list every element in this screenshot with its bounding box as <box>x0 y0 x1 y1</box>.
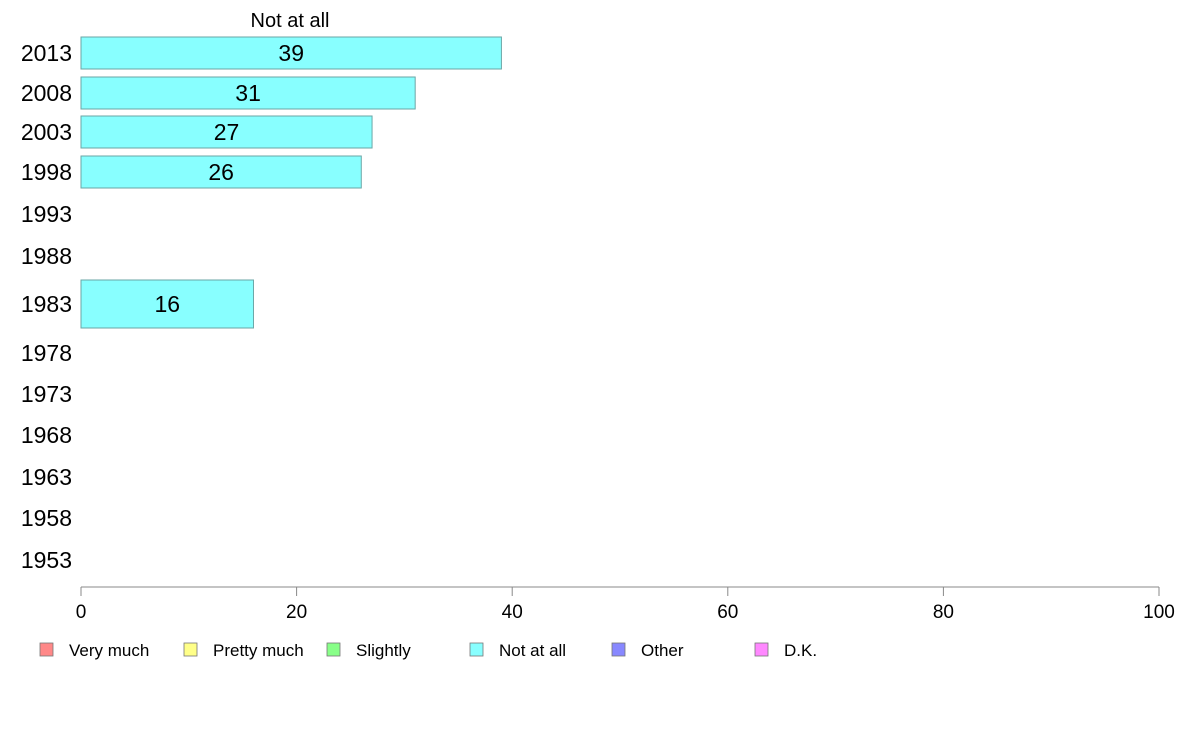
x-tick-label-20: 20 <box>286 602 307 623</box>
bar-2008 <box>80 76 416 110</box>
year-label-1973: 1973 <box>21 381 72 407</box>
bar-1998 <box>80 155 362 189</box>
year-label-1953: 1953 <box>21 547 72 573</box>
legend-swatch-not-at-all <box>469 642 484 657</box>
year-label-1978: 1978 <box>21 340 72 366</box>
year-label-1968: 1968 <box>21 422 72 448</box>
legend-swatch-very-much <box>39 642 54 657</box>
x-tick-label-0: 0 <box>76 602 87 623</box>
bars: 39 31 27 26 16 <box>80 36 502 329</box>
bar-2003 <box>80 115 373 149</box>
legend-swatch-d-k <box>754 642 769 657</box>
x-tick-label-60: 60 <box>717 602 738 623</box>
year-label-1998: 1998 <box>21 159 72 185</box>
year-labels: 2013 2008 2003 1998 1993 1988 1983 1978 1973 1968… <box>21 40 72 573</box>
year-label-2008: 2008 <box>21 80 72 106</box>
legend-label-slightly: Slightly <box>356 641 411 660</box>
year-label-1963: 1963 <box>21 464 72 490</box>
year-label-1988: 1988 <box>21 243 72 269</box>
year-label-1983: 1983 <box>21 291 72 317</box>
legend-label-pretty-much: Pretty much <box>213 641 304 660</box>
bar-label-2003: 27 <box>214 119 240 145</box>
legend-label-d-k: D.K. <box>784 641 817 660</box>
year-label-2013: 2013 <box>21 40 72 66</box>
legend-label-not-at-all: Not at all <box>499 641 566 660</box>
bar-label-2013: 39 <box>278 40 304 66</box>
x-tick-label-40: 40 <box>502 602 523 623</box>
chart-title: Not at all <box>251 10 330 32</box>
bar-1983 <box>80 279 254 329</box>
bar-2013 <box>80 36 502 70</box>
year-label-2003: 2003 <box>21 119 72 145</box>
legend-swatch-other <box>611 642 626 657</box>
legend: Very much Pretty much Slightly Not at all Ot… <box>39 641 817 660</box>
x-tick-label-80: 80 <box>933 602 954 623</box>
year-label-1958: 1958 <box>21 505 72 531</box>
legend-swatch-pretty-much <box>183 642 198 657</box>
legend-label-very-much: Very much <box>69 641 149 660</box>
bar-label-2008: 31 <box>235 80 261 106</box>
legend-swatch-slightly <box>326 642 341 657</box>
bar-label-1983: 16 <box>154 291 180 317</box>
year-label-1993: 1993 <box>21 201 72 227</box>
x-tick-label-100: 100 <box>1143 602 1175 623</box>
legend-label-other: Other <box>641 641 684 660</box>
bar-label-1998: 26 <box>208 159 234 185</box>
x-axis: 0 20 40 60 80 100 <box>76 586 1175 623</box>
